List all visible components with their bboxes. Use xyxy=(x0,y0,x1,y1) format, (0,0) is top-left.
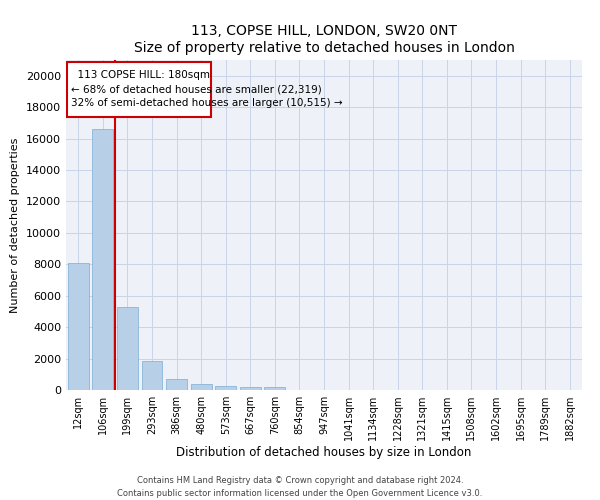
FancyBboxPatch shape xyxy=(67,62,211,116)
Bar xyxy=(142,361,163,390)
Bar xyxy=(240,386,261,390)
Text: Contains HM Land Registry data © Crown copyright and database right 2024.
Contai: Contains HM Land Registry data © Crown c… xyxy=(118,476,482,498)
Text: 32% of semi-detached houses are larger (10,515) →: 32% of semi-detached houses are larger (… xyxy=(71,98,343,108)
X-axis label: Distribution of detached houses by size in London: Distribution of detached houses by size … xyxy=(176,446,472,459)
Text: 113 COPSE HILL: 180sqm: 113 COPSE HILL: 180sqm xyxy=(71,70,210,81)
Bar xyxy=(92,129,113,390)
Y-axis label: Number of detached properties: Number of detached properties xyxy=(10,138,20,312)
Bar xyxy=(68,262,89,390)
Bar xyxy=(117,306,138,390)
Bar xyxy=(166,379,187,390)
Text: ← 68% of detached houses are smaller (22,319): ← 68% of detached houses are smaller (22… xyxy=(71,84,322,94)
Bar xyxy=(191,384,212,390)
Bar xyxy=(265,387,286,390)
Bar xyxy=(215,386,236,390)
Title: 113, COPSE HILL, LONDON, SW20 0NT
Size of property relative to detached houses i: 113, COPSE HILL, LONDON, SW20 0NT Size o… xyxy=(134,24,514,54)
